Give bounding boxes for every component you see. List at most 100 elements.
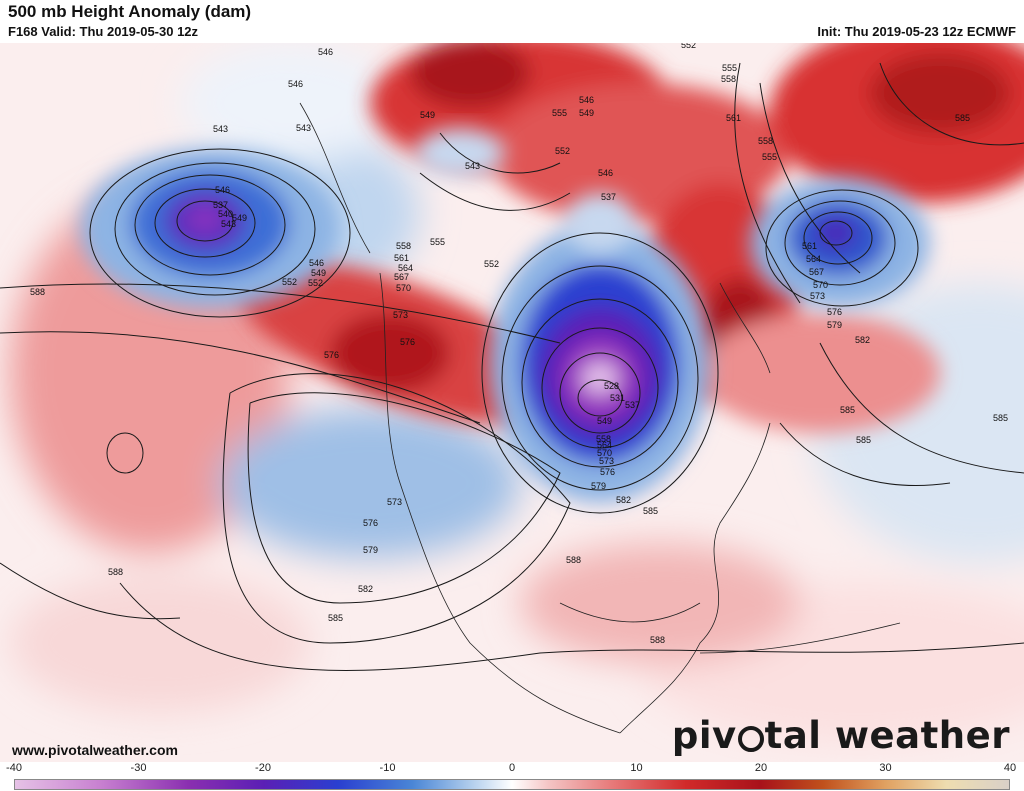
contour-label: 588 <box>30 287 45 297</box>
colorbar-tick-label: -40 <box>6 762 22 774</box>
colorbar-tick-label: -10 <box>379 762 396 774</box>
contour-label: 573 <box>393 310 408 320</box>
contour-label: 546 <box>318 47 333 57</box>
contour-label: 558 <box>596 434 611 444</box>
contour-label: 579 <box>591 481 606 491</box>
contour-label: 570 <box>597 448 612 458</box>
contour-label: 570 <box>813 280 828 290</box>
contour-label: 558 <box>721 74 736 84</box>
contour-label: 585 <box>328 613 343 623</box>
contour-label: 573 <box>599 456 614 466</box>
contour-label: 561 <box>726 113 741 123</box>
brand-o-icon <box>737 725 764 752</box>
contour-label: 576 <box>600 467 615 477</box>
contour-label: 537 <box>601 192 616 202</box>
contour-label: 582 <box>616 495 631 505</box>
contour-label: 561 <box>394 253 409 263</box>
colorbar-tick-label: 0 <box>508 762 516 774</box>
contour-label: 555 <box>762 152 777 162</box>
contour-label: 546 <box>215 185 230 195</box>
contour-label: 576 <box>827 307 842 317</box>
map-canvas: 5435465465495525435465495375405435465495… <box>0 43 1024 762</box>
anomaly-subtropical-pacific-ridge <box>10 573 310 713</box>
contour-label: 582 <box>855 335 870 345</box>
contour-label: 546 <box>288 79 303 89</box>
contour-label: 543 <box>213 124 228 134</box>
contour-label: 555 <box>722 63 737 73</box>
contour-label: 555 <box>552 108 567 118</box>
brand-text-right: tal weather <box>764 714 1010 757</box>
colorbar-tick-label: -30 <box>130 762 147 774</box>
contour-label: 552 <box>555 146 570 156</box>
brand-text-left: piv <box>671 714 737 757</box>
colorbar: -40 -30 -20 -10 0 10 20 30 40 <box>6 762 1016 791</box>
chart-title: 500 mb Height Anomaly (dam) <box>8 2 252 21</box>
contour-label: 588 <box>108 567 123 577</box>
contour-label: 588 <box>650 635 665 645</box>
anomaly-southwest-us-low <box>220 408 520 558</box>
contour-label: 549 <box>311 268 326 278</box>
anomaly-map: 543 546 546 549 552 543 546 549 537 540 543 546 549 5… <box>0 43 1024 762</box>
contour-label: 546 <box>579 95 594 105</box>
contour-label: 558 <box>396 241 411 251</box>
anomaly-north-atlantic-low <box>750 178 930 308</box>
contour-label: 540 <box>218 209 233 219</box>
contour-label: 552 <box>681 43 696 50</box>
colorbar-tick-label: 10 <box>630 762 643 774</box>
contour-label: 564 <box>597 440 612 450</box>
source-url[interactable]: www.pivotalweather.com <box>12 742 178 758</box>
contour-label: 573 <box>387 497 402 507</box>
contour-label: 543 <box>296 123 311 133</box>
contour-label: 537 <box>625 400 640 410</box>
contour-label: 579 <box>363 545 378 555</box>
contour-label: 546 <box>309 258 324 268</box>
contour-label: 588 <box>566 555 581 565</box>
valid-time: F168 Valid: Thu 2019-05-30 12z <box>8 24 199 39</box>
anomaly-gulf-of-alaska-low <box>80 148 340 308</box>
contour-label: 567 <box>394 272 409 282</box>
contour-label: 561 <box>802 241 817 251</box>
anomaly-greenland-ridge-core <box>410 43 530 108</box>
colorbar-tick-label: -20 <box>255 762 271 774</box>
colorbar-bar <box>14 779 1010 790</box>
contour-label: 585 <box>840 405 855 415</box>
contour-label: 558 <box>758 136 773 146</box>
contour-label: 579 <box>827 320 842 330</box>
contour-label: 585 <box>856 435 871 445</box>
brand-logo: piv tal weather <box>672 714 1010 757</box>
colorbar-tick-label: 30 <box>879 762 892 774</box>
contour-label: 585 <box>993 413 1008 423</box>
contour-label: 567 <box>809 267 824 277</box>
contour-label: 576 <box>324 350 339 360</box>
contour-label: 546 <box>598 168 613 178</box>
contour-label: 549 <box>232 213 247 223</box>
contour-label: 528 <box>604 381 619 391</box>
contour-label: 549 <box>579 108 594 118</box>
contour-label: 576 <box>363 518 378 528</box>
contour-label: 564 <box>398 263 413 273</box>
contour-label: 552 <box>308 278 323 288</box>
anomaly-gulf-of-mexico-ridge <box>520 543 800 663</box>
anomaly-shading <box>10 43 1024 743</box>
contour-label: 543 <box>221 219 236 229</box>
contour-label: 582 <box>358 584 373 594</box>
anomaly-west-atlantic-ridge <box>700 313 940 433</box>
contour-label: 549 <box>597 416 612 426</box>
contour-label: 531 <box>610 393 625 403</box>
contour-label: 576 <box>400 337 415 347</box>
contour-label: 585 <box>643 506 658 516</box>
contour-label: 570 <box>396 283 411 293</box>
contour-label: 552 <box>282 277 297 287</box>
init-time: Init: Thu 2019-05-23 12z ECMWF <box>817 24 1016 39</box>
colorbar-tick-label: 20 <box>754 762 768 774</box>
colorbar-tick-label: 40 <box>1003 762 1017 774</box>
contour-label: 573 <box>810 291 825 301</box>
coastlines <box>299 102 901 734</box>
contour-label: 555 <box>430 237 445 247</box>
anomaly-north-atlantic-ridge-core <box>870 53 1010 133</box>
contour-label: 543 <box>465 161 480 171</box>
contour-label: 585 <box>955 113 970 123</box>
contour-label: 549 <box>420 110 435 120</box>
anomaly-hudson-bay-low <box>565 193 635 253</box>
anomaly-pacific-northwest-ridge-core <box>330 313 450 393</box>
